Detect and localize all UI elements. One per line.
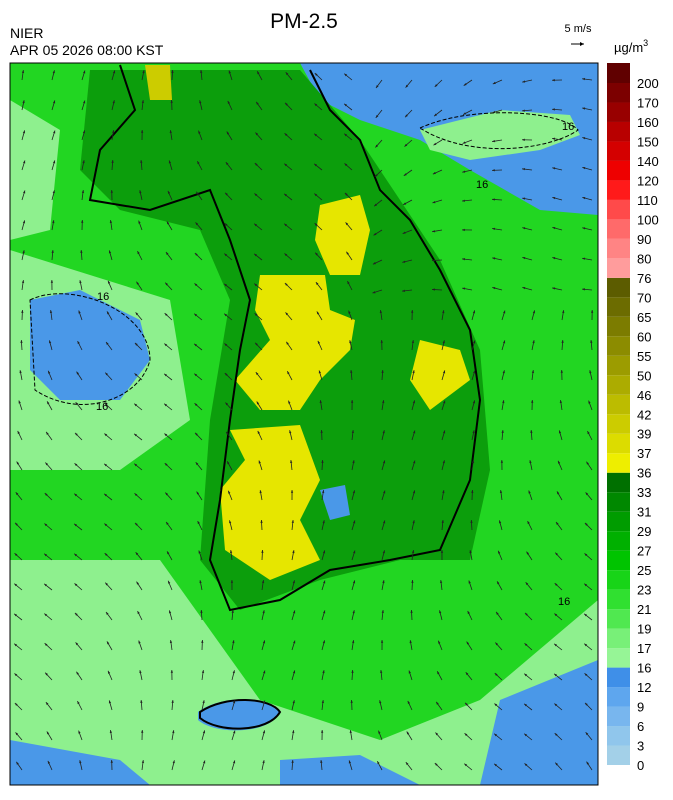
colorbar-label: 200 bbox=[637, 76, 659, 91]
colorbar-swatch bbox=[607, 512, 630, 531]
colorbar-swatch bbox=[607, 297, 630, 316]
colorbar-label: 16 bbox=[637, 661, 651, 676]
colorbar-swatch bbox=[607, 609, 630, 628]
colorbar-swatch bbox=[607, 356, 630, 375]
colorbar-label: 6 bbox=[637, 719, 644, 734]
colorbar-swatch bbox=[607, 336, 630, 355]
wind-scale-label: 5 m/s bbox=[565, 23, 592, 35]
colorbar-label: 90 bbox=[637, 232, 651, 247]
colorbar-label: 150 bbox=[637, 134, 659, 149]
colorbar-label: 9 bbox=[637, 700, 644, 715]
colorbar-swatch bbox=[607, 180, 630, 199]
colorbar-swatch bbox=[607, 161, 630, 180]
colorbar-swatch bbox=[607, 317, 630, 336]
colorbar-label: 0 bbox=[637, 758, 644, 773]
colorbar-swatch bbox=[607, 726, 630, 745]
colorbar-swatch bbox=[607, 63, 630, 83]
colorbar-swatch bbox=[607, 83, 630, 102]
colorbar-swatch bbox=[607, 648, 630, 667]
colorbar-swatch bbox=[607, 278, 630, 297]
contour-label: 16 bbox=[97, 291, 109, 303]
colorbar: 0369121617192123252729313336373942465055… bbox=[607, 63, 659, 773]
colorbar-label: 140 bbox=[637, 154, 659, 169]
colorbar-swatch bbox=[607, 414, 630, 433]
colorbar-swatch bbox=[607, 219, 630, 238]
colorbar-swatch bbox=[607, 122, 630, 141]
colorbar-label: 70 bbox=[637, 290, 651, 305]
colorbar-swatch bbox=[607, 453, 630, 472]
colorbar-swatch bbox=[607, 668, 630, 687]
map: 16 16 16 16 16 bbox=[10, 63, 598, 785]
colorbar-label: 120 bbox=[637, 173, 659, 188]
contour-label: 16 bbox=[562, 121, 574, 133]
colorbar-label: 25 bbox=[637, 563, 651, 578]
colorbar-label: 21 bbox=[637, 602, 651, 617]
unit-base: µg/m bbox=[614, 40, 643, 55]
colorbar-label: 100 bbox=[637, 212, 659, 227]
colorbar-swatch bbox=[607, 531, 630, 550]
colorbar-swatch bbox=[607, 102, 630, 121]
colorbar-label: 170 bbox=[637, 95, 659, 110]
colorbar-swatch bbox=[607, 395, 630, 414]
unit: µg/m3 bbox=[614, 38, 648, 55]
colorbar-label: 36 bbox=[637, 466, 651, 481]
colorbar-label: 12 bbox=[637, 680, 651, 695]
colorbar-swatch bbox=[607, 707, 630, 726]
wind-scale-arrowhead bbox=[580, 42, 584, 46]
colorbar-swatch bbox=[607, 473, 630, 492]
colorbar-label: 80 bbox=[637, 251, 651, 266]
colorbar-label: 37 bbox=[637, 446, 651, 461]
colorbar-label: 19 bbox=[637, 622, 651, 637]
colorbar-label: 55 bbox=[637, 349, 651, 364]
colorbar-label: 42 bbox=[637, 407, 651, 422]
colorbar-label: 76 bbox=[637, 271, 651, 286]
colorbar-swatch bbox=[607, 590, 630, 609]
colorbar-swatch bbox=[607, 687, 630, 706]
agency: NIER bbox=[10, 25, 43, 41]
colorbar-label: 33 bbox=[637, 485, 651, 500]
colorbar-swatch bbox=[607, 200, 630, 219]
colorbar-label: 27 bbox=[637, 544, 651, 559]
colorbar-swatch bbox=[607, 141, 630, 160]
colorbar-swatch bbox=[607, 746, 630, 765]
colorbar-label: 60 bbox=[637, 329, 651, 344]
colorbar-swatch bbox=[607, 434, 630, 453]
unit-exponent: 3 bbox=[643, 38, 648, 48]
colorbar-swatch bbox=[607, 551, 630, 570]
colorbar-label: 65 bbox=[637, 310, 651, 325]
contour-label: 16 bbox=[476, 179, 488, 191]
colorbar-label: 23 bbox=[637, 583, 651, 598]
colorbar-swatch bbox=[607, 239, 630, 258]
colorbar-label: 46 bbox=[637, 388, 651, 403]
colorbar-label: 3 bbox=[637, 739, 644, 754]
colorbar-label: 160 bbox=[637, 115, 659, 130]
colorbar-swatch bbox=[607, 492, 630, 511]
contour-label: 16 bbox=[558, 596, 570, 608]
colorbar-swatch bbox=[607, 375, 630, 394]
colorbar-label: 31 bbox=[637, 505, 651, 520]
colorbar-label: 110 bbox=[637, 193, 658, 208]
colorbar-swatch bbox=[607, 629, 630, 648]
title: PM-2.5 bbox=[270, 10, 338, 33]
colorbar-swatch bbox=[607, 570, 630, 589]
timestamp: APR 05 2026 08:00 KST bbox=[10, 42, 164, 58]
contour-label: 16 bbox=[96, 401, 108, 413]
colorbar-label: 29 bbox=[637, 524, 651, 539]
colorbar-label: 39 bbox=[637, 427, 651, 442]
colorbar-label: 50 bbox=[637, 368, 651, 383]
colorbar-label: 17 bbox=[637, 641, 651, 656]
colorbar-swatch bbox=[607, 258, 630, 277]
